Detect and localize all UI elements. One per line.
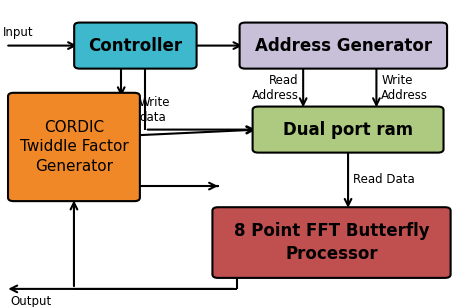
Text: 8 Point FFT Butterfly
Processor: 8 Point FFT Butterfly Processor bbox=[234, 222, 429, 263]
Text: Output: Output bbox=[10, 295, 51, 307]
Text: Controller: Controller bbox=[88, 37, 182, 55]
Text: CORDIC
Twiddle Factor
Generator: CORDIC Twiddle Factor Generator bbox=[19, 120, 128, 174]
FancyBboxPatch shape bbox=[212, 207, 451, 278]
Text: Write
Address: Write Address bbox=[381, 74, 428, 102]
FancyBboxPatch shape bbox=[8, 93, 140, 201]
Text: Read Data: Read Data bbox=[353, 173, 415, 186]
FancyBboxPatch shape bbox=[239, 22, 447, 69]
FancyBboxPatch shape bbox=[74, 22, 197, 69]
Text: Read
Address: Read Address bbox=[251, 74, 299, 102]
FancyBboxPatch shape bbox=[253, 107, 444, 153]
Text: Address Generator: Address Generator bbox=[255, 37, 432, 55]
Text: Write
data: Write data bbox=[139, 96, 171, 124]
Text: Input: Input bbox=[3, 26, 34, 39]
Text: Dual port ram: Dual port ram bbox=[283, 121, 413, 138]
